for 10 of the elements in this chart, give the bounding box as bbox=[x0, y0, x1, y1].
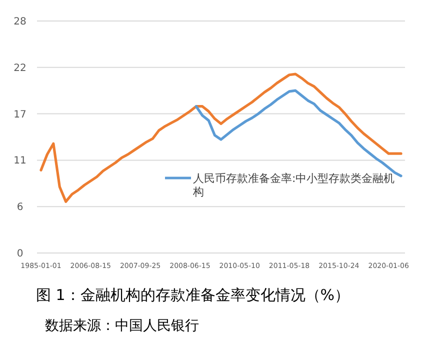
y-tick-label: 0 bbox=[16, 248, 24, 260]
y-tick-label: 11 bbox=[14, 156, 26, 167]
source-note: 数据来源：中国人民银行 bbox=[45, 318, 199, 334]
y-tick-label: 17 bbox=[14, 109, 26, 120]
legend-label: 人民币存款准备金率:中小型存款类金融机构 bbox=[192, 172, 395, 199]
y-tick-label: 6 bbox=[16, 202, 24, 214]
line-series bbox=[40, 72, 402, 203]
text: 图 1：金融机构的存款准备金率变化情况（%） bbox=[36, 286, 350, 304]
y-tick-label: 22 bbox=[14, 62, 26, 74]
y-tick-label: 28 bbox=[14, 16, 26, 28]
